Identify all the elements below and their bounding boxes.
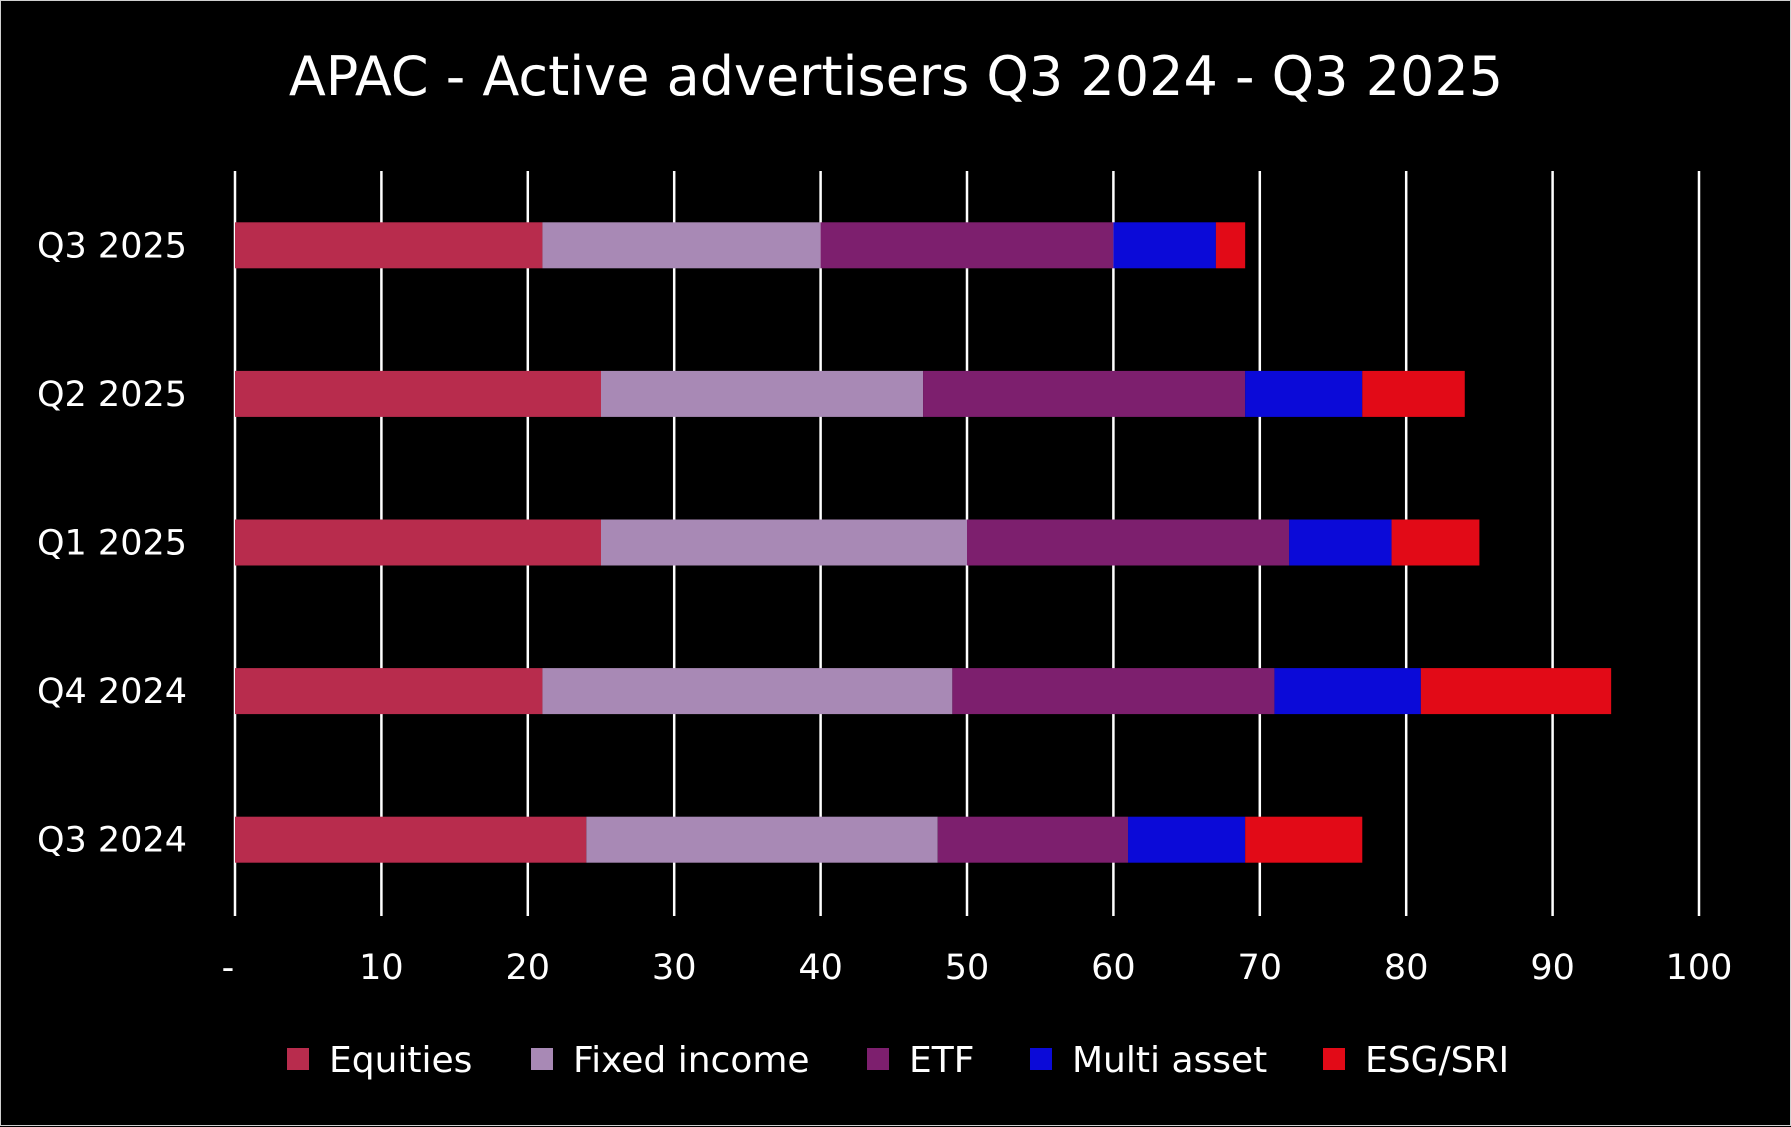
bar-segment-equities-4 [235, 816, 587, 863]
chart-title: APAC - Active advertisers Q3 2024 - Q3 2… [289, 45, 1503, 108]
bar-segment-fixed-income-0 [542, 222, 821, 269]
x-tick-label-40: 40 [798, 948, 843, 988]
category-label: Q3 2024 [37, 821, 187, 861]
bar-segment-esg-sri-1 [1362, 370, 1465, 417]
bar-segment-etf-4 [937, 816, 1129, 863]
bar-segment-equities-3 [235, 668, 543, 715]
legend-label: ETF [909, 1040, 974, 1081]
bar-segment-fixed-income-2 [601, 519, 967, 566]
x-tick-label-30: 30 [652, 948, 697, 988]
bar-segment-etf-0 [820, 222, 1114, 269]
bar-segment-etf-2 [967, 519, 1290, 566]
category-label: Q4 2024 [37, 672, 187, 712]
legend: Equities Fixed income ETF Multi asset ESG/SR… [287, 1040, 1509, 1081]
bar-segment-etf-3 [952, 668, 1275, 715]
bar-segment-equities-0 [235, 222, 543, 269]
bar-segment-esg-sri-0 [1215, 222, 1246, 269]
legend-swatch [867, 1048, 889, 1070]
bar-segment-fixed-income-1 [601, 370, 924, 417]
bar-segment-multi-asset-4 [1128, 816, 1246, 863]
bar-segment-multi-asset-3 [1274, 668, 1421, 715]
bar-segment-esg-sri-2 [1391, 519, 1480, 566]
x-tick-label-0: - [222, 948, 235, 988]
x-tick-label-80: 80 [1384, 948, 1429, 988]
bar-segment-esg-sri-3 [1420, 668, 1612, 715]
x-tick-label-50: 50 [945, 948, 990, 988]
legend-label: ESG/SRI [1365, 1040, 1509, 1081]
bar-segment-multi-asset-0 [1113, 222, 1216, 269]
legend-swatch [1323, 1048, 1345, 1070]
legend-label: Fixed income [573, 1040, 810, 1081]
bar-segment-fixed-income-3 [542, 668, 953, 715]
x-tick-label-70: 70 [1238, 948, 1283, 988]
bar-segment-multi-asset-1 [1245, 370, 1363, 417]
legend-label: Equities [329, 1040, 472, 1081]
bar-segment-fixed-income-4 [586, 816, 938, 863]
x-tick-label-60: 60 [1091, 948, 1136, 988]
category-label: Q1 2025 [37, 524, 187, 564]
x-axis-labels: - 10 20 30 40 50 60 70 80 90 100 [222, 948, 1733, 988]
bar-segment-multi-asset-2 [1289, 519, 1392, 566]
x-tick-label-20: 20 [506, 948, 551, 988]
legend-swatch [1030, 1048, 1052, 1070]
y-axis-labels: Q3 2025 Q2 2025 Q1 2025 Q4 2024 Q3 2024 [37, 226, 187, 860]
bar-segment-etf-1 [923, 370, 1246, 417]
bar-segment-equities-1 [235, 370, 601, 417]
legend-swatch [531, 1048, 553, 1070]
bar-segment-esg-sri-4 [1245, 816, 1363, 863]
x-tick-label-90: 90 [1530, 948, 1575, 988]
bars [235, 222, 1612, 863]
x-tick-label-10: 10 [359, 948, 404, 988]
category-label: Q3 2025 [37, 226, 187, 266]
legend-label: Multi asset [1072, 1040, 1267, 1081]
category-label: Q2 2025 [37, 375, 187, 415]
legend-swatch [287, 1048, 309, 1070]
bar-segment-equities-2 [235, 519, 601, 566]
x-tick-label-100: 100 [1666, 948, 1733, 988]
